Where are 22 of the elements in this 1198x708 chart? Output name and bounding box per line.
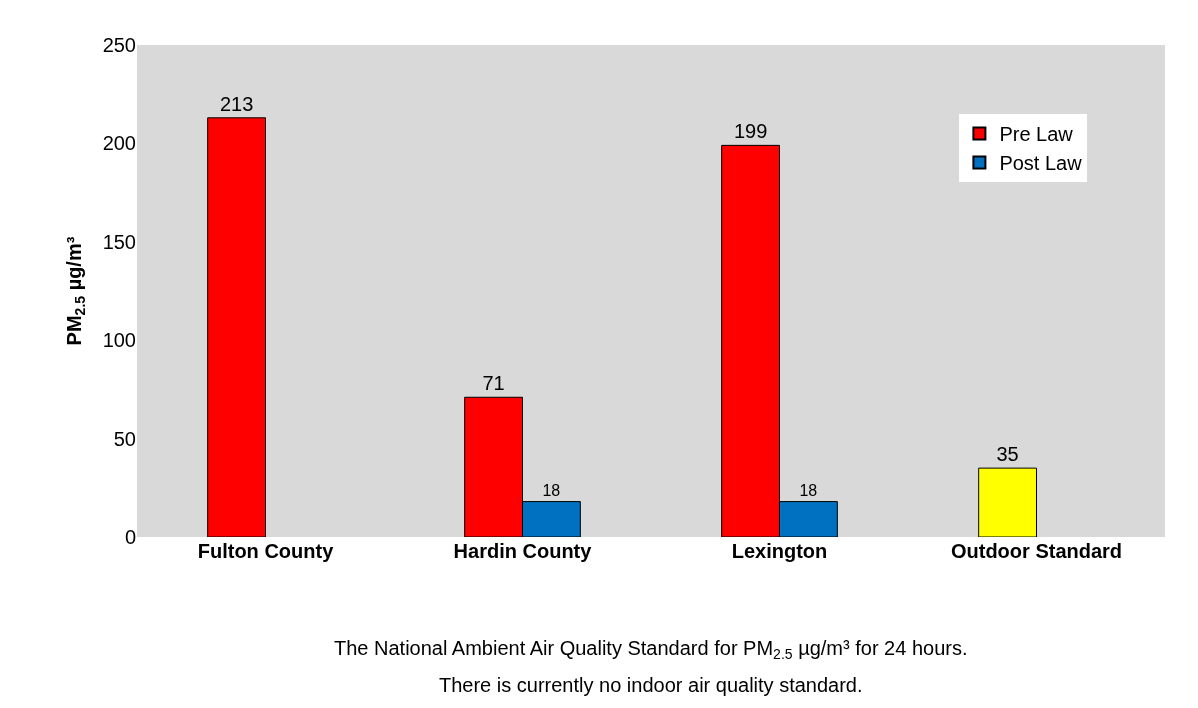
- y-tick-label: 150: [102, 230, 136, 253]
- x-tick-label: Lexington: [731, 540, 828, 562]
- data-label: 71: [482, 372, 505, 395]
- data-label: 18: [799, 481, 818, 499]
- bar: [207, 117, 266, 537]
- data-label: 35: [996, 443, 1019, 466]
- legend-label: Pre Law: [999, 123, 1074, 146]
- y-tick-label: 0: [124, 526, 136, 548]
- text: There is currently no indoor air quality standard.: [439, 674, 863, 696]
- text: The National Ambient Air Quality Standard for PM$_{2.5}$ µg/m³ for 24 hours.: [334, 637, 968, 663]
- legend-label: Post Law: [999, 152, 1083, 175]
- bar: [978, 467, 1037, 537]
- x-tick-label: Hardin County: [453, 540, 593, 562]
- y-tick-label: 200: [102, 132, 136, 155]
- y-tick-label: 50: [113, 427, 136, 450]
- y-tick-label: 250: [102, 34, 136, 56]
- data-label: 213: [219, 92, 254, 115]
- data-label: 18: [542, 481, 561, 499]
- x-tick-label: Fulton County: [197, 540, 335, 562]
- data-label: 199: [733, 120, 768, 143]
- y-tick-label: 100: [102, 329, 136, 352]
- x-tick-label: Outdoor Standard: [950, 540, 1123, 562]
